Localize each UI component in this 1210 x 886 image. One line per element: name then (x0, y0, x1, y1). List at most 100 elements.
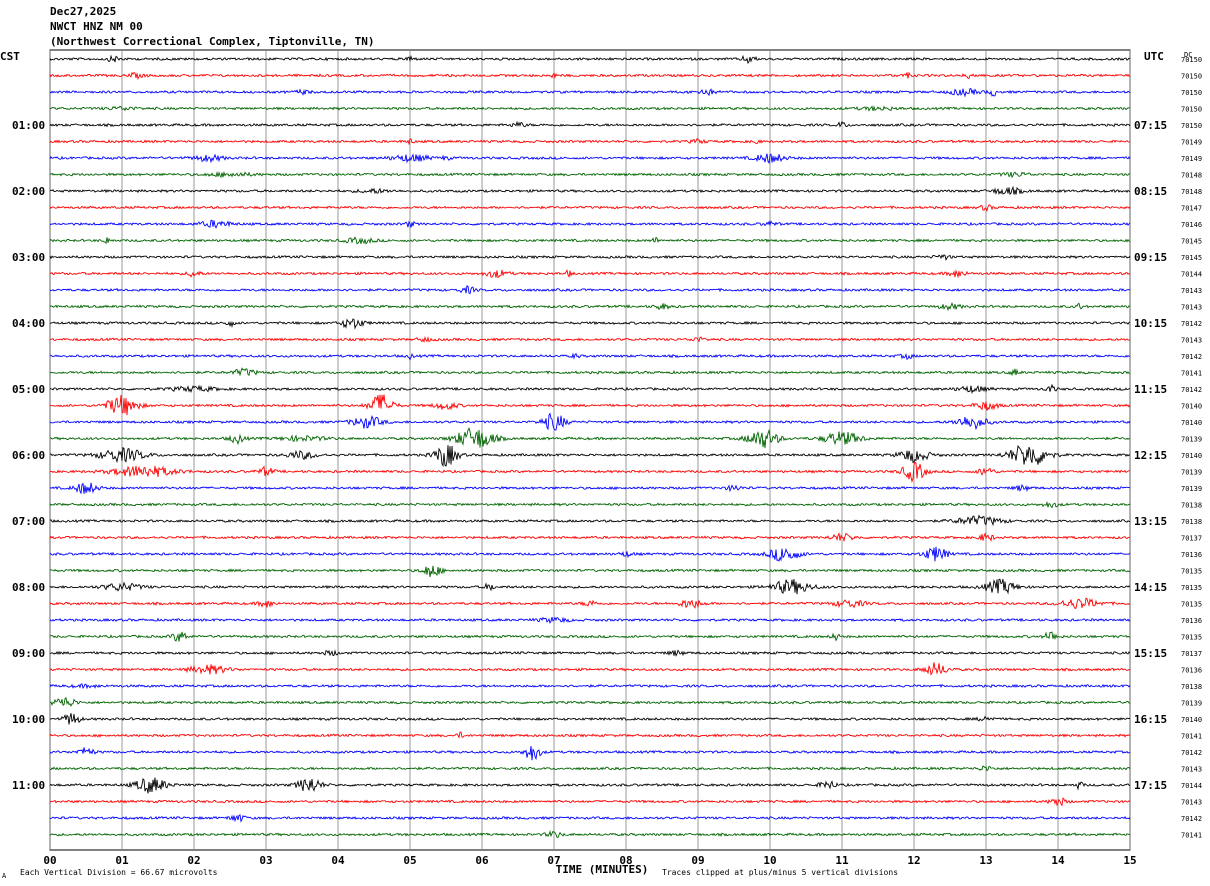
dc-offset-value: 70135 (1181, 601, 1202, 609)
seismic-trace (49, 88, 1131, 98)
dc-offset-value: 70141 (1181, 832, 1202, 840)
seismic-trace (49, 482, 1131, 495)
dc-offset-value: 70139 (1181, 436, 1202, 444)
seismic-trace (49, 501, 1131, 509)
seismic-trace (49, 565, 1131, 577)
seismic-trace (49, 137, 1131, 146)
seismic-trace (49, 153, 1131, 164)
x-tick-label: 06 (475, 854, 489, 867)
utc-hour-label: 09:15 (1134, 251, 1167, 264)
cst-hour-label: 05:00 (12, 383, 45, 396)
dc-offset-value: 70143 (1181, 304, 1202, 312)
seismic-trace (49, 367, 1130, 377)
seismic-trace (49, 532, 1130, 543)
seismic-trace (49, 461, 1131, 484)
seismic-trace (49, 219, 1131, 229)
dc-offset-value: 70138 (1181, 502, 1202, 510)
dc-offset-value: 70148 (1181, 188, 1202, 196)
dc-offset-value: 70145 (1181, 254, 1202, 262)
seismic-trace (49, 302, 1131, 312)
cst-hour-label: 06:00 (12, 449, 45, 462)
dc-offset-value: 70143 (1181, 287, 1202, 295)
x-tick-label: 01 (115, 854, 129, 867)
dc-offset-value: 70143 (1181, 799, 1202, 807)
x-tick-label: 07 (547, 854, 560, 867)
x-tick-label: 10 (763, 854, 776, 867)
seismic-trace (50, 427, 1131, 449)
seismic-trace (49, 546, 1131, 562)
cst-hour-label: 11:00 (12, 779, 45, 792)
seismic-trace (49, 683, 1131, 690)
seismic-trace (49, 765, 1131, 772)
dc-offset-value: 70146 (1181, 221, 1202, 229)
x-tick-label: 12 (907, 854, 920, 867)
seismic-trace (49, 814, 1131, 823)
dc-offset-value: 70139 (1181, 469, 1202, 477)
seismic-trace (49, 830, 1131, 838)
seismic-trace (49, 777, 1131, 794)
utc-hour-label: 16:15 (1134, 713, 1167, 726)
seismic-trace (49, 285, 1131, 295)
dc-offset-value: 70139 (1181, 700, 1202, 708)
seismic-trace (50, 335, 1131, 344)
seismic-trace (49, 713, 1131, 725)
x-tick-label: 11 (835, 854, 849, 867)
seismic-trace (49, 445, 1131, 468)
cst-hour-label: 08:00 (12, 581, 45, 594)
scale-note: Each Vertical Division = 66.67 microvolt… (20, 868, 218, 877)
dc-offset-value: 70147 (1181, 205, 1202, 213)
dc-offset-value: 70143 (1181, 337, 1202, 345)
dc-offset-value: 70142 (1181, 386, 1202, 394)
x-tick-label: 09 (691, 854, 704, 867)
x-tick-label: 04 (331, 854, 345, 867)
dc-offset-value: 70137 (1181, 535, 1202, 543)
seismic-trace (49, 797, 1131, 807)
seismic-trace (50, 631, 1131, 642)
seismic-trace (49, 514, 1131, 527)
utc-hour-label: 14:15 (1134, 581, 1167, 594)
dc-offset-value: 70135 (1181, 634, 1202, 642)
seismic-trace (49, 236, 1131, 245)
seismic-trace (49, 578, 1131, 595)
seismic-trace (49, 105, 1131, 112)
chart-date: Dec27,2025 (50, 5, 117, 18)
utc-hour-label: 08:15 (1134, 185, 1167, 198)
seismic-trace (49, 616, 1131, 624)
dc-offset-value: 70150 (1181, 106, 1202, 114)
utc-hour-label: 15:15 (1134, 647, 1167, 660)
seismic-trace (49, 269, 1131, 279)
seismic-trace (49, 71, 1131, 81)
x-tick-label: 03 (259, 854, 272, 867)
dc-offset-value: 70138 (1181, 683, 1202, 691)
utc-hour-label: 07:15 (1134, 119, 1167, 132)
seismic-trace (49, 318, 1131, 330)
utc-hour-label: 12:15 (1134, 449, 1167, 462)
right-timezone-label: UTC (1144, 50, 1164, 63)
axis-labels: 00 01 02 03 04 05 06 07 08 09 10 11 12 13 14 15 70150 701… (12, 56, 1202, 867)
dc-offset-value: 70149 (1181, 139, 1202, 147)
dc-offset-value: 70144 (1181, 782, 1202, 790)
dc-offset-value: 70138 (1181, 518, 1202, 526)
x-tick-label: 08 (619, 854, 632, 867)
cst-hour-label: 02:00 (12, 185, 45, 198)
dc-offset-value: 70139 (1181, 485, 1202, 493)
dc-offset-value: 70142 (1181, 749, 1202, 757)
seismic-trace (49, 662, 1131, 676)
station-location: (Northwest Correctional Complex, Tiptonv… (50, 35, 375, 48)
corner-mark: A (2, 872, 7, 880)
x-tick-label: 13 (979, 854, 992, 867)
x-tick-label: 02 (187, 854, 200, 867)
x-tick-label: 14 (1051, 854, 1065, 867)
cst-hour-label: 10:00 (12, 713, 45, 726)
seismic-trace (49, 120, 1131, 128)
clip-note: Traces clipped at plus/minus 5 vertical … (662, 868, 898, 877)
dc-offset-value: 70140 (1181, 403, 1202, 411)
dc-offset-header: DC (1184, 51, 1192, 59)
dc-offset-value: 70148 (1181, 172, 1202, 180)
x-tick-label: 05 (403, 854, 416, 867)
station-code: NWCT HNZ NM 00 (50, 20, 143, 33)
seismic-trace (49, 383, 1131, 395)
x-tick-label: 15 (1123, 854, 1136, 867)
dc-offset-value: 70143 (1181, 766, 1202, 774)
